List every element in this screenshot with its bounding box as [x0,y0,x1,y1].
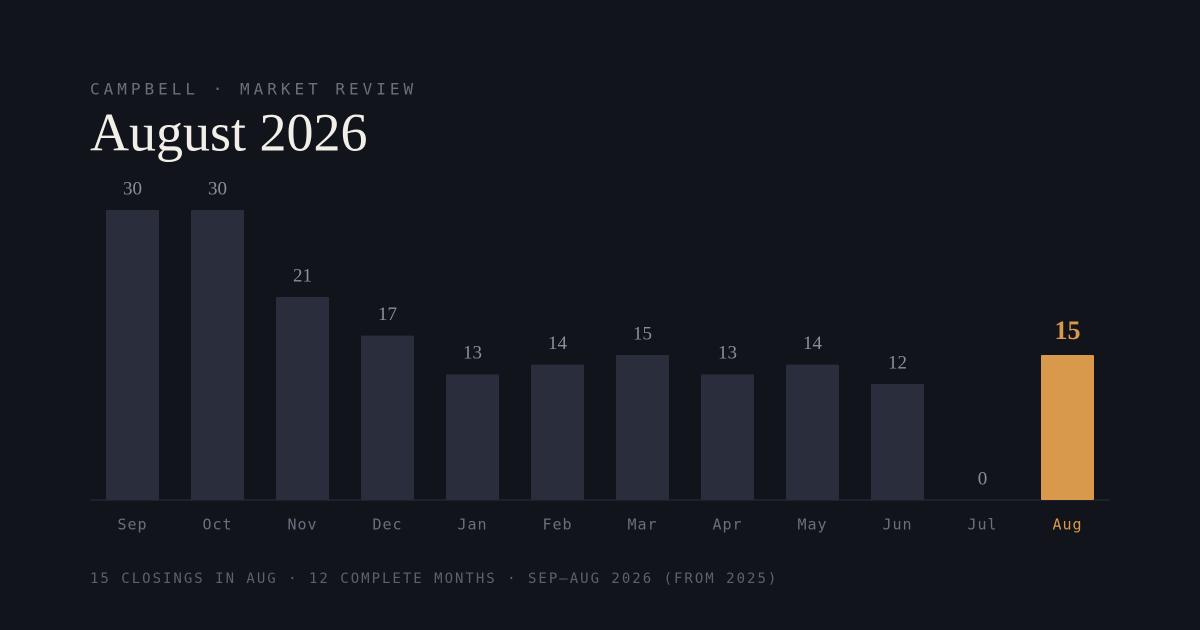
value-label: 13 [463,343,482,364]
chart-title: August 2026 [90,102,368,162]
x-tick-label: Dec [372,516,402,534]
value-label: 13 [718,343,737,364]
value-label: 0 [978,468,988,489]
bar [1041,355,1094,500]
bar [191,210,244,500]
bar [361,335,414,500]
value-label: 14 [803,333,823,354]
x-tick-label: Feb [542,516,572,534]
bar [106,210,159,500]
x-tick-label: Sep [117,516,147,534]
bar [446,374,499,500]
value-label: 30 [208,178,227,199]
bar [276,297,329,500]
value-label: 30 [123,178,142,199]
x-tick-label: Jun [882,516,912,534]
bar [616,355,669,500]
value-label: 15 [633,323,652,344]
x-tick-label: Jan [457,516,487,534]
value-label: 14 [548,333,568,354]
bar [786,364,839,500]
value-label: 12 [888,352,907,373]
bar [531,364,584,500]
value-label: 21 [293,265,312,286]
bar [871,384,924,500]
value-label: 17 [378,304,397,325]
x-tick-label: Apr [712,516,742,534]
bar [701,374,754,500]
x-tick-label: Jul [967,516,997,534]
x-tick-label: Aug [1052,516,1082,534]
eyebrow: CAMPBELL · MARKET REVIEW [90,80,417,99]
value-label: 15 [1055,316,1081,345]
x-tick-label: Nov [287,516,317,534]
x-tick-label: May [797,516,827,534]
x-tick-label: Oct [202,516,232,534]
x-tick-label: Mar [627,516,657,534]
footer: 15 CLOSINGS IN AUG · 12 COMPLETE MONTHS … [90,571,778,587]
